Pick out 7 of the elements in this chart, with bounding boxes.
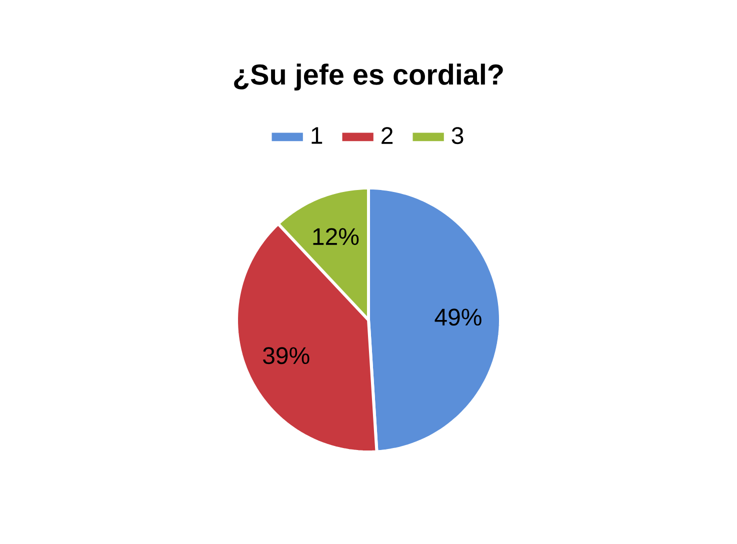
- data-label: 49%: [434, 308, 482, 326]
- legend-label: 3: [452, 127, 464, 144]
- chart-title: ¿Su jefe es cordial?: [234, 64, 503, 91]
- data-label: 12%: [313, 228, 359, 245]
- legend-label: 2: [382, 127, 393, 144]
- data-label: 39%: [263, 347, 310, 364]
- legend-label: 1: [312, 127, 322, 144]
